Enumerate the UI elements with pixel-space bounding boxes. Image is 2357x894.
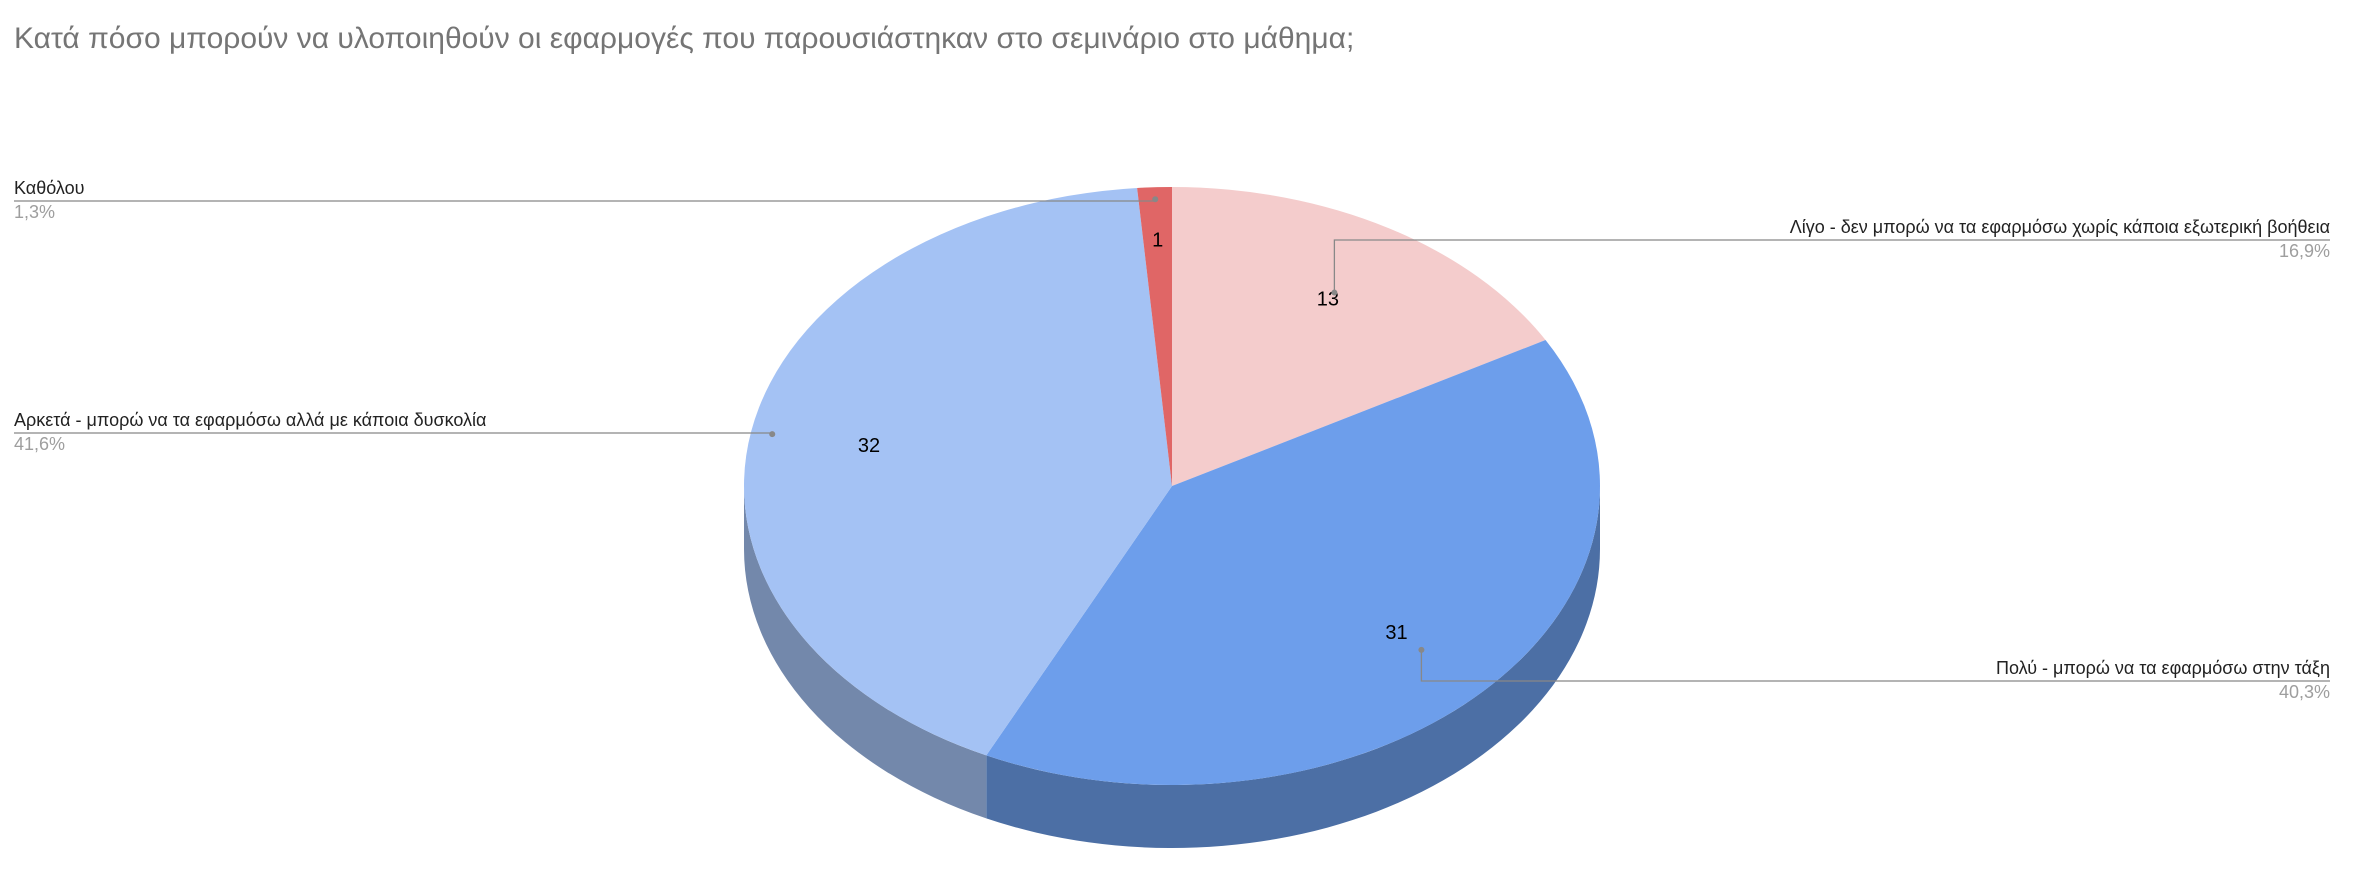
percent-label: 1,3% <box>14 202 55 222</box>
slice-side <box>986 486 1600 849</box>
legend-label: Αρκετά - μπορώ να τα εφαρμόσω αλλά με κά… <box>14 410 486 430</box>
value-label: 1 <box>1152 229 1163 251</box>
slice-side <box>743 486 987 819</box>
percent-label: 40,3% <box>2279 682 2330 702</box>
leader-line <box>1420 649 2330 682</box>
leader-dot <box>1152 196 1159 203</box>
value-label: 31 <box>1385 622 1407 644</box>
slice <box>986 340 1600 786</box>
leader-dot <box>1331 289 1338 296</box>
legend-label: Καθόλου <box>14 178 84 198</box>
leader-dot <box>769 431 776 438</box>
leader-line <box>1333 239 2330 293</box>
value-label: 32 <box>858 435 880 457</box>
leader-dot <box>1418 646 1425 653</box>
slice <box>743 187 1172 756</box>
chart-title: Κατά πόσο μπορούν να υλοποιηθούν οι εφαρ… <box>14 22 1354 55</box>
legend-label: Λίγο - δεν μπορώ να τα εφαρμόσω χωρίς κά… <box>1790 217 2330 237</box>
percent-label: 16,9% <box>2279 241 2330 261</box>
slice <box>1137 187 1172 486</box>
legend-label: Πολύ - μπορώ να τα εφαρμόσω στην τάξη <box>1996 658 2330 678</box>
slice <box>1172 187 1546 486</box>
percent-label: 41,6% <box>14 434 65 454</box>
